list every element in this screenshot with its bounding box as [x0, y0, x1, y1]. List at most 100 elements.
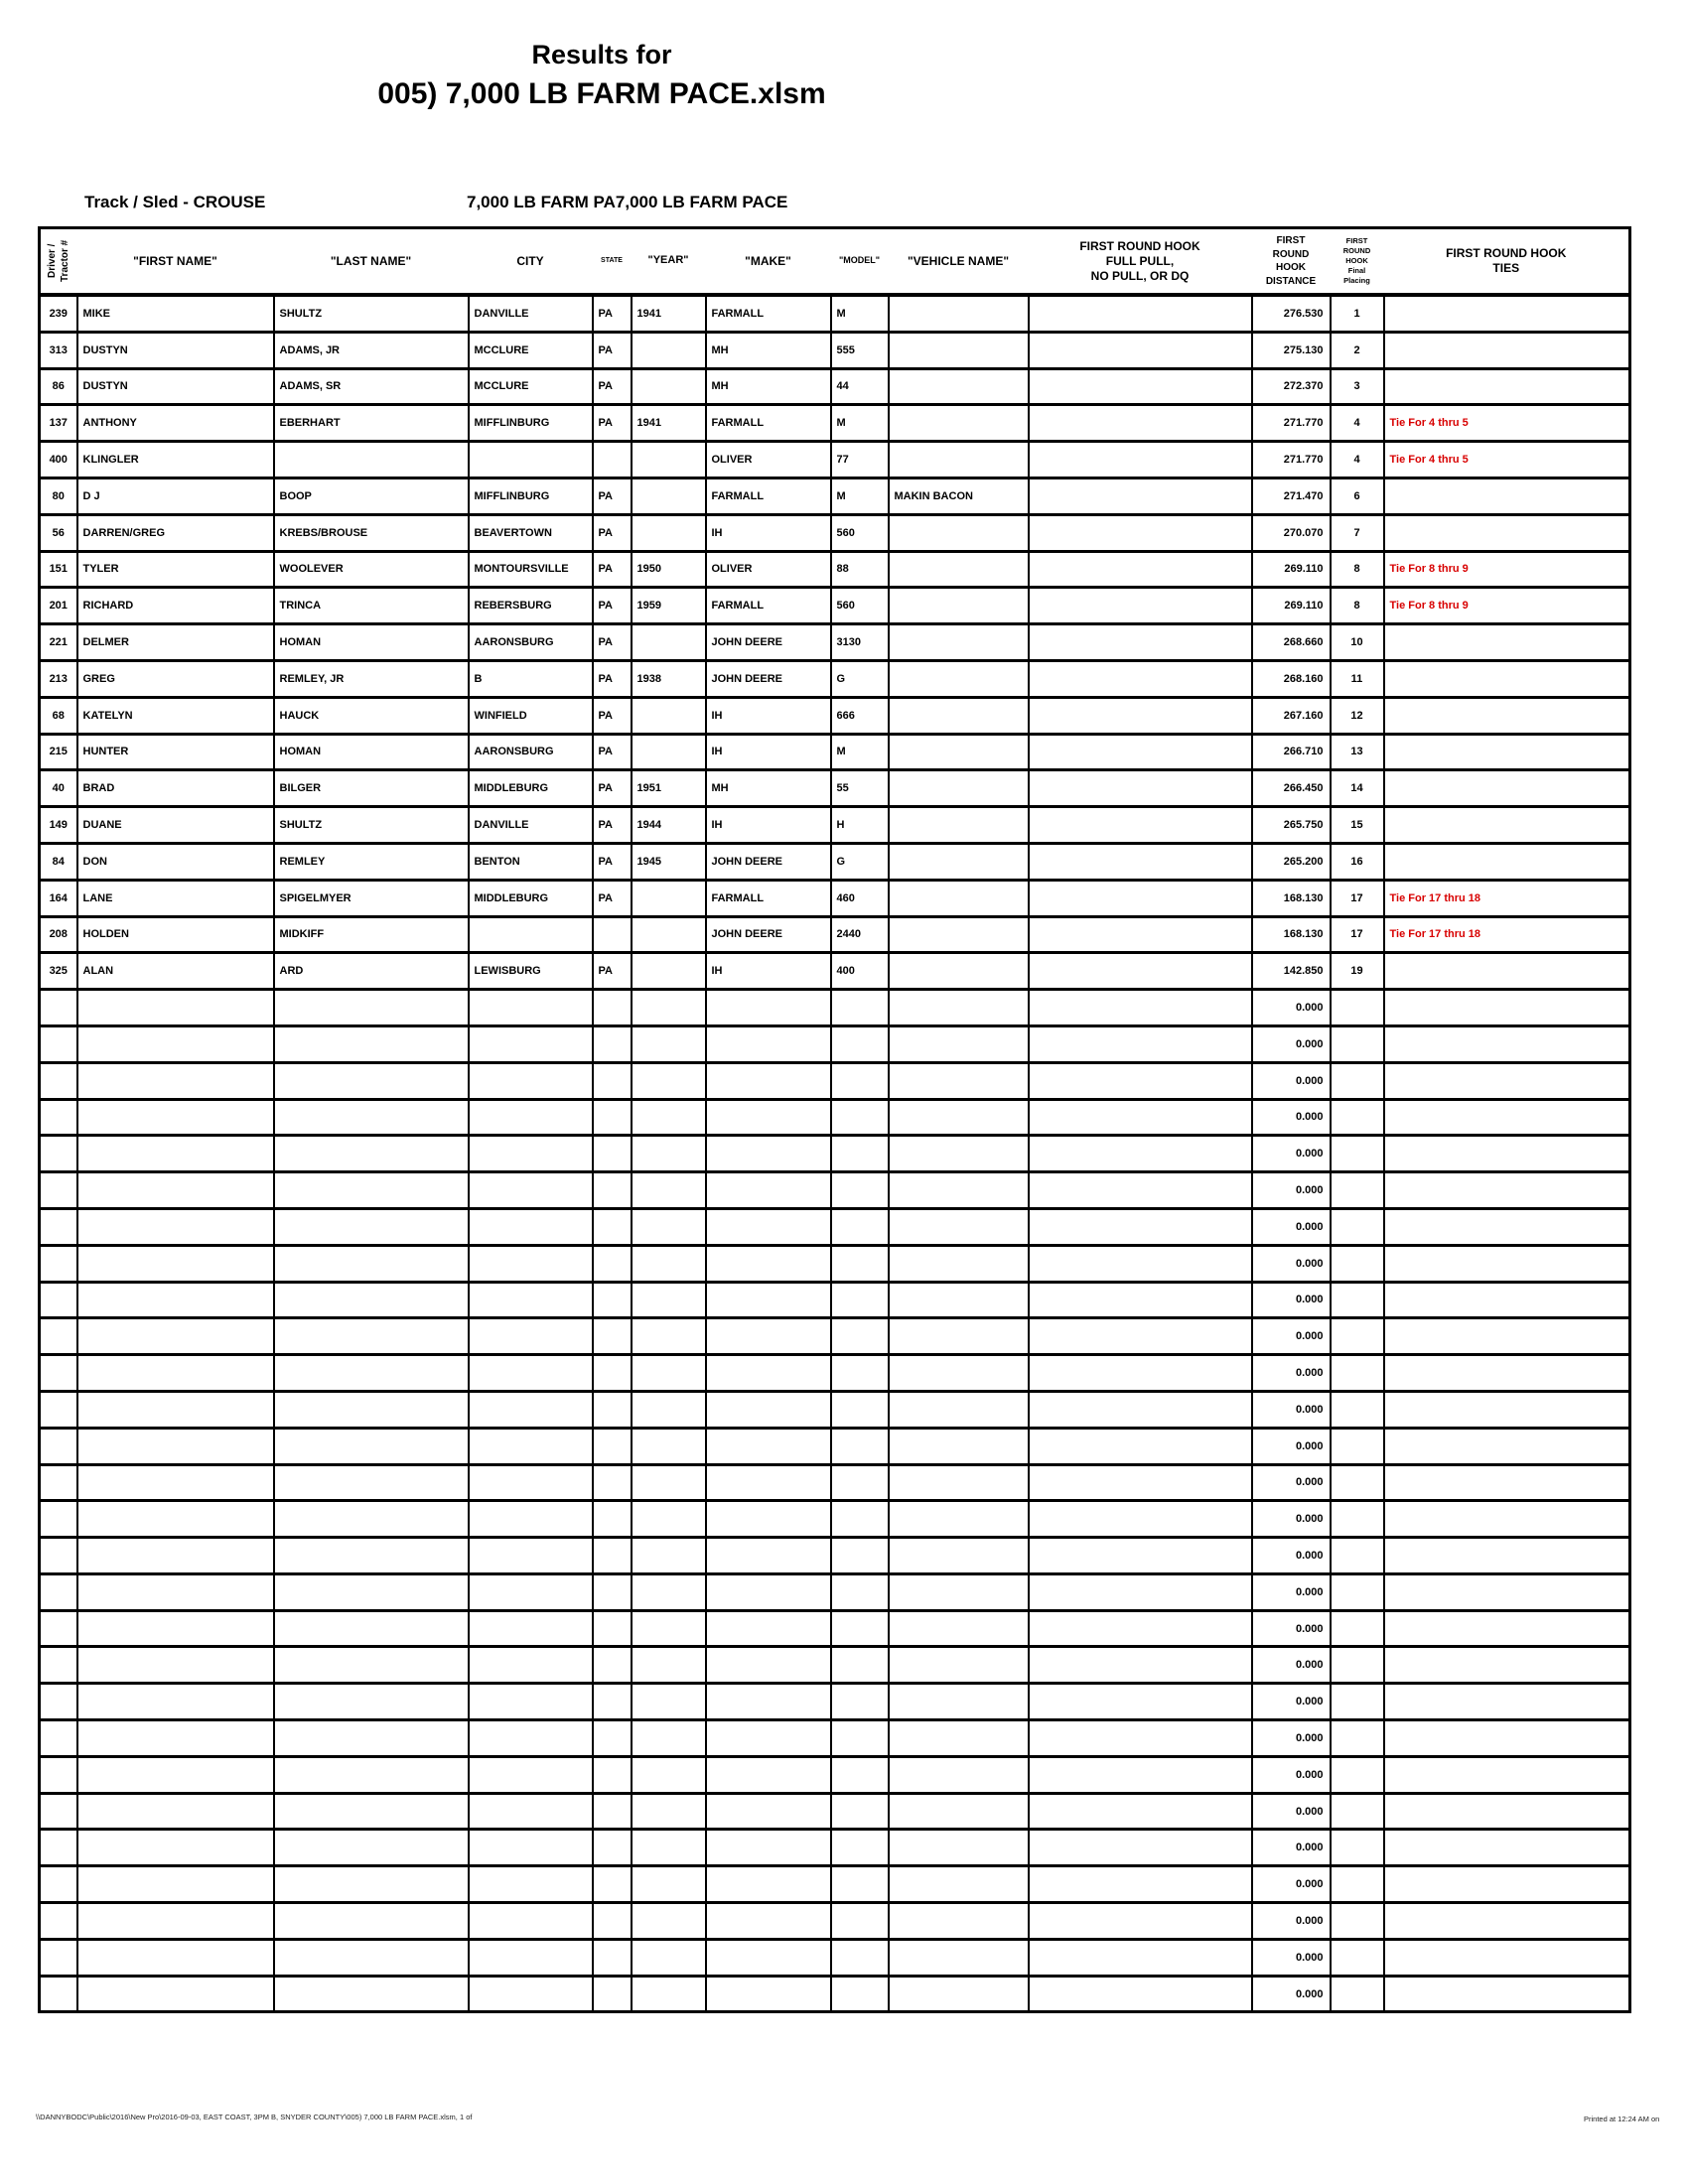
cell-last-name: REMLEY — [272, 841, 470, 882]
cell-make: JOHN DEERE — [704, 914, 832, 955]
cell-final-placing — [1329, 1754, 1385, 1795]
cell-final-placing: 17 — [1329, 914, 1385, 955]
cell-city: REBERSBURG — [467, 586, 594, 626]
cell-full-pull — [1027, 1608, 1253, 1649]
cell-last-name — [272, 1134, 470, 1174]
cell-full-pull — [1027, 1536, 1253, 1575]
cell-last-name — [272, 1316, 470, 1357]
cell-city: DANVILLE — [467, 293, 594, 334]
cell-make: IH — [704, 951, 832, 992]
cell-city — [467, 1718, 594, 1758]
cell-year — [630, 951, 707, 992]
cell-hook-distance: 0.000 — [1250, 1097, 1332, 1138]
cell-model: 55 — [829, 768, 890, 809]
cell-tie-note — [1382, 1097, 1631, 1138]
cell-hook-distance: 0.000 — [1250, 988, 1332, 1027]
cell-year: 1941 — [630, 293, 707, 334]
cell-full-pull — [1027, 1901, 1253, 1941]
cell-tie-note — [1382, 1170, 1631, 1210]
table-row: 0.000 — [38, 1462, 1631, 1503]
cell-year — [630, 1937, 707, 1978]
cell-vehicle-name — [887, 1389, 1030, 1430]
cell-model: 3130 — [829, 622, 890, 662]
cell-tie-note — [1382, 1571, 1631, 1612]
col-header-city: CITY — [468, 227, 593, 297]
cell-year — [630, 1536, 707, 1575]
cell-full-pull — [1027, 330, 1253, 370]
cell-state — [591, 1316, 633, 1357]
cell-driver-tractor-number: 313 — [38, 330, 78, 370]
cell-first-name — [75, 1536, 275, 1575]
cell-city — [467, 1937, 594, 1978]
table-row: 56 DARREN/GREG KREBS/BROUSE BEAVERTOWN P… — [38, 512, 1631, 553]
table-row: 0.000 — [38, 1499, 1631, 1540]
cell-state — [591, 1864, 633, 1905]
cell-state: PA — [591, 330, 633, 370]
cell-last-name: BOOP — [272, 476, 470, 516]
cell-year — [630, 1682, 707, 1722]
cell-full-pull — [1027, 914, 1253, 955]
cell-model — [829, 1828, 890, 1868]
cell-first-name: DUANE — [75, 805, 275, 845]
cell-full-pull — [1027, 1024, 1253, 1064]
cell-state — [591, 1718, 633, 1758]
cell-final-placing — [1329, 1462, 1385, 1503]
cell-final-placing — [1329, 1864, 1385, 1905]
cell-first-name: ANTHONY — [75, 403, 275, 444]
cell-vehicle-name — [887, 1060, 1030, 1101]
cell-year — [630, 440, 707, 479]
cell-last-name — [272, 1426, 470, 1466]
cell-city: MIDDLEBURG — [467, 878, 594, 918]
cell-vehicle-name — [887, 732, 1030, 772]
table-row: 0.000 — [38, 988, 1631, 1027]
cell-model: 666 — [829, 695, 890, 736]
cell-driver-tractor-number: 201 — [38, 586, 78, 626]
cell-make — [704, 1718, 832, 1758]
table-row: 0.000 — [38, 1791, 1631, 1832]
cell-vehicle-name — [887, 1608, 1030, 1649]
cell-driver-tractor-number — [38, 1791, 78, 1832]
cell-last-name: EBERHART — [272, 403, 470, 444]
table-row: 84 DON REMLEY BENTON PA 1945 JOHN DEERE … — [38, 841, 1631, 882]
cell-make: FARMALL — [704, 403, 832, 444]
cell-state — [591, 1024, 633, 1064]
cell-hook-distance: 265.200 — [1250, 841, 1332, 882]
cell-driver-tractor-number: 208 — [38, 914, 78, 955]
cell-final-placing — [1329, 1134, 1385, 1174]
cell-model — [829, 1608, 890, 1649]
table-row: 0.000 — [38, 1024, 1631, 1064]
cell-hook-distance: 271.470 — [1250, 476, 1332, 516]
cell-full-pull — [1027, 512, 1253, 553]
cell-vehicle-name — [887, 1828, 1030, 1868]
table-row: 0.000 — [38, 1864, 1631, 1905]
table-row: 40 BRAD BILGER MIDDLEBURG PA 1951 MH 55 … — [38, 768, 1631, 809]
cell-vehicle-name — [887, 841, 1030, 882]
cell-make — [704, 1791, 832, 1832]
cell-tie-note — [1382, 1462, 1631, 1503]
cell-driver-tractor-number — [38, 1828, 78, 1868]
cell-driver-tractor-number — [38, 1682, 78, 1722]
cell-model — [829, 1316, 890, 1357]
cell-driver-tractor-number — [38, 1060, 78, 1101]
cell-year — [630, 1462, 707, 1503]
cell-tie-note — [1382, 1316, 1631, 1357]
cell-city: AARONSBURG — [467, 732, 594, 772]
cell-driver-tractor-number — [38, 1974, 78, 2014]
cell-tie-note — [1382, 1864, 1631, 1905]
cell-first-name: HOLDEN — [75, 914, 275, 955]
cell-driver-tractor-number: 40 — [38, 768, 78, 809]
cell-hook-distance: 275.130 — [1250, 330, 1332, 370]
cell-year — [630, 1828, 707, 1868]
cell-driver-tractor-number: 215 — [38, 732, 78, 772]
cell-year — [630, 1718, 707, 1758]
cell-year: 1941 — [630, 403, 707, 444]
cell-state — [591, 1206, 633, 1247]
cell-full-pull — [1027, 586, 1253, 626]
cell-first-name — [75, 1097, 275, 1138]
cell-full-pull — [1027, 1791, 1253, 1832]
cell-first-name: KLINGLER — [75, 440, 275, 479]
cell-make — [704, 1864, 832, 1905]
cell-hook-distance: 0.000 — [1250, 1134, 1332, 1174]
cell-tie-note — [1382, 658, 1631, 699]
cell-hook-distance: 0.000 — [1250, 1170, 1332, 1210]
